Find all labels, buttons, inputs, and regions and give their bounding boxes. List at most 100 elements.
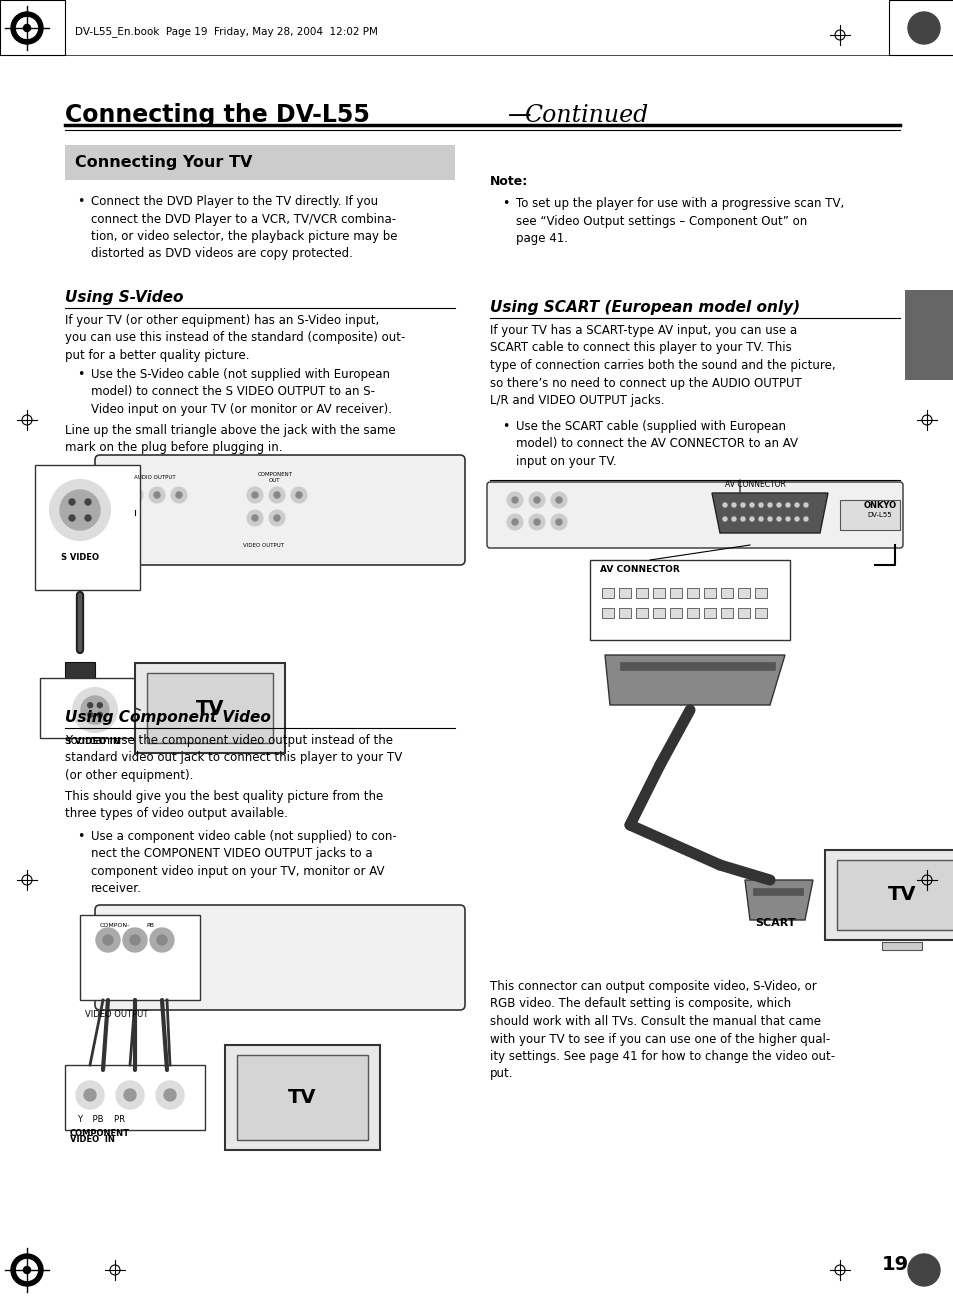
Circle shape <box>50 480 110 540</box>
Circle shape <box>776 517 781 521</box>
Circle shape <box>157 935 167 945</box>
Circle shape <box>759 517 762 521</box>
FancyBboxPatch shape <box>95 455 464 566</box>
Bar <box>738 588 749 598</box>
Text: Using Component Video: Using Component Video <box>65 710 271 725</box>
Bar <box>904 290 953 380</box>
Circle shape <box>156 1082 184 1109</box>
Circle shape <box>24 1266 30 1274</box>
Bar <box>147 673 273 744</box>
Circle shape <box>88 712 92 718</box>
Circle shape <box>512 497 517 503</box>
Text: PB: PB <box>146 923 153 928</box>
Text: •: • <box>77 195 84 208</box>
Circle shape <box>97 712 102 718</box>
Circle shape <box>529 491 544 508</box>
Bar <box>225 1045 379 1150</box>
Circle shape <box>127 488 143 503</box>
FancyBboxPatch shape <box>95 905 464 1010</box>
Circle shape <box>103 935 112 945</box>
Circle shape <box>16 18 37 39</box>
Circle shape <box>16 1260 37 1280</box>
Circle shape <box>24 25 30 31</box>
Text: DV-L55: DV-L55 <box>867 512 891 517</box>
Circle shape <box>907 12 939 44</box>
Circle shape <box>69 499 75 504</box>
Bar <box>618 608 630 618</box>
Circle shape <box>295 491 302 498</box>
Circle shape <box>551 514 566 530</box>
Circle shape <box>534 497 539 503</box>
Bar <box>652 608 664 618</box>
FancyBboxPatch shape <box>486 482 902 549</box>
Circle shape <box>529 514 544 530</box>
Bar <box>65 1065 205 1130</box>
Bar <box>601 588 614 598</box>
Circle shape <box>116 1082 144 1109</box>
Text: Connect the DVD Player to the TV directly. If you
connect the DVD Player to a VC: Connect the DVD Player to the TV directl… <box>91 195 397 260</box>
Circle shape <box>512 519 517 525</box>
Bar <box>619 662 774 670</box>
Text: S VIDEO IN: S VIDEO IN <box>65 737 121 746</box>
Circle shape <box>551 491 566 508</box>
Bar <box>840 500 899 530</box>
Text: VIDEO OUTPUT: VIDEO OUTPUT <box>243 543 284 549</box>
Circle shape <box>506 491 522 508</box>
Bar <box>80 915 200 1000</box>
Circle shape <box>76 1082 104 1109</box>
Circle shape <box>767 503 771 507</box>
Circle shape <box>96 928 120 952</box>
Bar <box>703 588 716 598</box>
Bar <box>738 608 749 618</box>
Circle shape <box>84 1089 96 1101</box>
Polygon shape <box>744 880 812 920</box>
Bar <box>65 146 455 179</box>
Text: AV CONNECTOR: AV CONNECTOR <box>724 480 785 489</box>
Bar <box>669 608 681 618</box>
Circle shape <box>759 503 762 507</box>
Text: AV CONNECTOR: AV CONNECTOR <box>599 566 679 575</box>
Text: •: • <box>501 420 509 433</box>
Circle shape <box>171 488 187 503</box>
Circle shape <box>731 503 735 507</box>
Bar <box>618 588 630 598</box>
Text: ONKYO: ONKYO <box>862 500 896 510</box>
Bar <box>720 608 732 618</box>
Circle shape <box>722 503 726 507</box>
Circle shape <box>794 517 799 521</box>
Circle shape <box>88 703 92 707</box>
Text: DV-L55_En.book  Page 19  Friday, May 28, 2004  12:02 PM: DV-L55_En.book Page 19 Friday, May 28, 2… <box>75 26 377 38</box>
Circle shape <box>132 491 138 498</box>
Text: OUT: OUT <box>269 478 280 484</box>
Circle shape <box>97 703 102 707</box>
Text: Use a component video cable (not supplied) to con-
nect the COMPONENT VIDEO OUTP: Use a component video cable (not supplie… <box>91 829 396 896</box>
Text: If your TV (or other equipment) has an S-Video input,
you can use this instead o: If your TV (or other equipment) has an S… <box>65 315 405 361</box>
Text: Continued: Continued <box>523 104 648 126</box>
Text: Use the S-Video cable (not supplied with European
model) to connect the S VIDEO : Use the S-Video cable (not supplied with… <box>91 368 392 416</box>
Circle shape <box>785 517 789 521</box>
Circle shape <box>749 503 753 507</box>
Circle shape <box>153 491 160 498</box>
Text: —: — <box>507 103 531 127</box>
Text: AUDIO OUTPUT: AUDIO OUTPUT <box>134 474 175 480</box>
Circle shape <box>749 517 753 521</box>
Text: Using S-Video: Using S-Video <box>65 290 183 305</box>
Text: TV: TV <box>288 1088 316 1108</box>
Text: TV: TV <box>887 885 916 905</box>
Circle shape <box>60 490 100 530</box>
Bar <box>703 608 716 618</box>
Bar <box>888 0 953 55</box>
Circle shape <box>124 1089 136 1101</box>
Circle shape <box>291 488 307 503</box>
Bar <box>236 1056 368 1140</box>
Text: Connecting the DV-L55: Connecting the DV-L55 <box>65 103 370 127</box>
Text: COMPONENT: COMPONENT <box>70 1128 130 1138</box>
Circle shape <box>247 510 263 526</box>
Text: COMPONENT: COMPONENT <box>257 472 293 477</box>
Bar <box>35 465 140 590</box>
Circle shape <box>150 928 173 952</box>
Text: You can use the component video output instead of the
standard video out jack to: You can use the component video output i… <box>65 734 402 783</box>
Bar <box>135 663 285 753</box>
Bar <box>686 588 699 598</box>
Text: •: • <box>77 368 84 381</box>
